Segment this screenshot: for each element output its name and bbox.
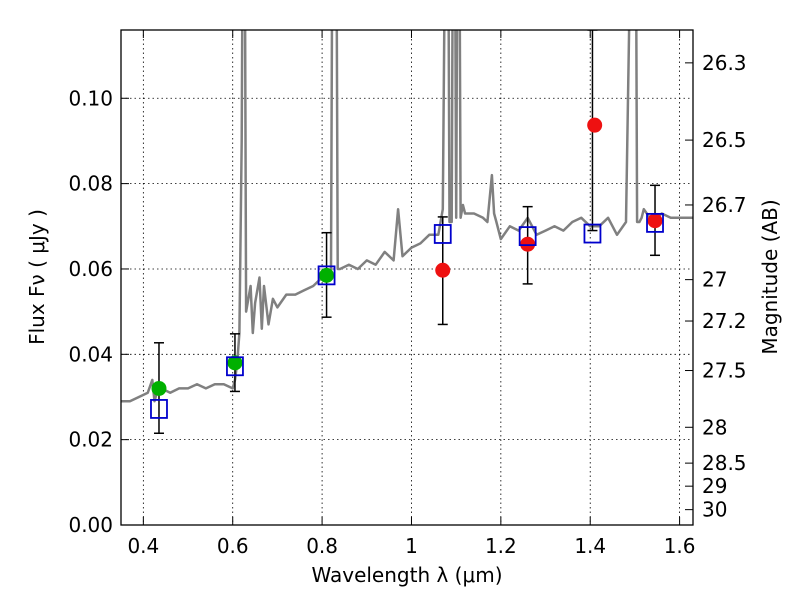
green-photometry-point [227, 355, 243, 371]
y-right-tick-label: 26.3 [702, 51, 747, 75]
y-tick-label: 0.08 [68, 172, 113, 196]
green-photometry-point [319, 267, 335, 283]
x-tick-label: 1.6 [664, 534, 696, 558]
x-tick-label: 1.4 [574, 534, 606, 558]
model-square-marker [317, 265, 336, 286]
x-tick-label: 0.6 [217, 534, 249, 558]
red-photometry-point [647, 213, 663, 229]
y-right-tick-label: 26.7 [702, 193, 747, 217]
x-tick-label: 1 [405, 534, 418, 558]
red-photometry-point [435, 262, 451, 278]
y-ticks-left: 0.00 0.02 0.04 0.06 0.08 0.10 [68, 86, 129, 537]
y-right-tick-label: 30 [702, 498, 727, 522]
y-right-tick-label: 27 [702, 268, 727, 292]
model-square-marker [646, 212, 664, 233]
grid [121, 30, 693, 526]
model-square-marker [583, 223, 602, 244]
x-ticks: 0.4 0.6 0.8 1 1.2 1.4 1.6 [127, 30, 696, 558]
y-axis-label: Flux Fν ( μJy ) [25, 209, 49, 345]
y-right-tick-label: 29 [702, 474, 727, 498]
plot-frame [120, 29, 694, 526]
red-photometry-point [587, 117, 603, 133]
y-tick-label: 0.10 [68, 86, 113, 110]
model-square-marker [518, 226, 537, 247]
data-markers [150, 117, 664, 419]
x-tick-label: 0.4 [127, 534, 159, 558]
x-tick-label: 0.8 [306, 534, 338, 558]
y-tick-label: 0.06 [68, 257, 113, 281]
model-square-marker [226, 356, 244, 377]
y-right-tick-label: 28 [702, 415, 727, 439]
x-axis-label: Wavelength λ (μm) [311, 563, 502, 587]
x-tick-label: 1.2 [485, 534, 517, 558]
model-square-marker [150, 399, 168, 419]
y-right-tick-label: 27.2 [702, 309, 747, 333]
spectrum-line [121, 30, 693, 403]
y-tick-label: 0.04 [68, 342, 113, 366]
y-right-tick-label: 27.5 [702, 359, 747, 383]
y-right-tick-label: 26.5 [702, 128, 747, 152]
y-tick-label: 0.00 [68, 513, 113, 537]
y-right-tick-label: 28.5 [702, 451, 747, 475]
model-square-marker [433, 224, 452, 244]
y-tick-label: 0.02 [68, 428, 113, 452]
green-photometry-point [151, 380, 167, 396]
y-axis-label-right: Magnitude (AB) [758, 199, 782, 354]
spectrum-line-layer [121, 30, 693, 403]
